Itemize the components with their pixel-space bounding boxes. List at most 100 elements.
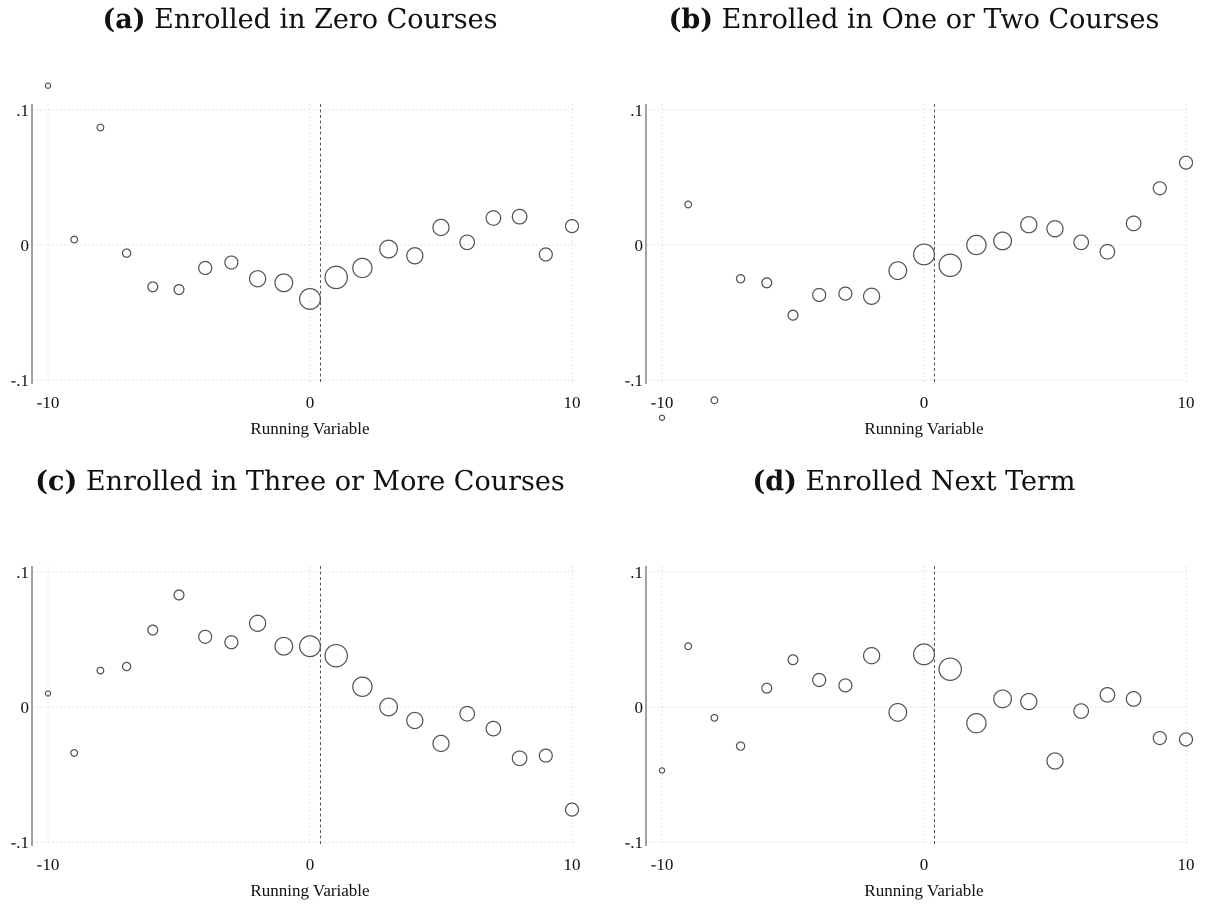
data-point: [70, 748, 79, 757]
y-tick-label: .1: [16, 101, 29, 120]
data-point: [70, 235, 79, 244]
data-point: [1099, 686, 1116, 703]
data-point: [379, 239, 399, 259]
data-point: [838, 678, 853, 693]
data-point: [459, 705, 476, 722]
x-axis-title: Running Variable: [250, 881, 369, 900]
x-tick-label: 10: [1178, 393, 1195, 412]
data-point: [913, 243, 935, 266]
y-tick-label: -.1: [625, 371, 643, 390]
chart-title: (b) Enrolled in One or Two Courses: [614, 4, 1214, 35]
data-point: [735, 274, 746, 284]
data-point: [684, 200, 693, 209]
y-tick-label: .1: [630, 101, 643, 120]
x-tick-label: 0: [306, 393, 315, 412]
chart-panel: (d) Enrolled Next Term -.1 0 .1 -10 0 10 Runnin…: [614, 462, 1214, 909]
data-point: [352, 676, 373, 697]
x-tick-label: -10: [651, 393, 674, 412]
scatter-plot: -.1 0 .1 -10 0 10 Running Variable: [11, 82, 581, 438]
x-tick-label: -10: [37, 393, 60, 412]
y-tick-label: -.1: [11, 371, 29, 390]
data-point: [1020, 216, 1038, 234]
panel-label: (c): [35, 466, 78, 497]
data-point: [379, 697, 399, 717]
data-point: [838, 286, 853, 301]
panel-label: (b): [668, 4, 714, 35]
data-point: [710, 713, 719, 722]
data-point: [324, 265, 348, 290]
data-point: [1099, 243, 1116, 260]
y-tick-label: .1: [16, 563, 29, 582]
data-point: [761, 682, 773, 694]
data-point: [538, 748, 553, 763]
scatter-plot: -.1 0 .1 -10 0 10 Running Variable: [11, 563, 581, 900]
data-point: [1046, 752, 1064, 770]
data-point: [862, 647, 881, 665]
x-tick-label: -10: [37, 855, 60, 874]
data-point: [406, 711, 424, 730]
x-axis-title: Running Variable: [864, 419, 983, 438]
data-point: [966, 234, 987, 256]
data-point: [173, 284, 185, 296]
data-point: [658, 414, 666, 421]
data-point: [432, 734, 450, 753]
data-point: [761, 277, 773, 289]
data-point: [44, 690, 52, 697]
data-point: [1125, 691, 1142, 707]
data-point: [564, 219, 580, 234]
data-point: [658, 767, 666, 774]
data-point: [432, 218, 450, 237]
data-point: [538, 247, 553, 262]
data-point: [147, 281, 159, 293]
y-tick-label: -.1: [11, 833, 29, 852]
x-tick-label: 10: [564, 393, 581, 412]
data-point: [1046, 220, 1064, 238]
data-point: [485, 210, 502, 226]
panel-label: (d): [752, 466, 797, 497]
data-point: [44, 82, 52, 89]
data-point: [1073, 234, 1090, 251]
x-tick-label: 0: [920, 393, 929, 412]
data-point: [1125, 215, 1142, 232]
x-axis-title: Running Variable: [864, 881, 983, 900]
data-point: [224, 635, 239, 650]
scatter-plot: -.1 0 .1 -10 0 10 Running Variable: [625, 101, 1195, 438]
x-tick-label: 10: [1178, 855, 1195, 874]
y-tick-label: -.1: [625, 833, 643, 852]
data-point: [96, 666, 105, 675]
data-point: [406, 247, 424, 265]
data-point: [147, 624, 159, 636]
data-point: [485, 720, 502, 737]
data-point: [938, 253, 962, 278]
data-point: [248, 270, 267, 288]
panel-title-text: Enrolled Next Term: [796, 466, 1076, 497]
data-point: [993, 689, 1013, 709]
chart-panel: (b) Enrolled in One or Two Courses -.1 0 .1…: [614, 0, 1214, 447]
data-point: [459, 234, 476, 251]
data-point: [96, 123, 105, 132]
y-tick-label: 0: [635, 698, 644, 717]
scatter-plot: -.1 0 .1 -10 0 10 Running Variable: [625, 563, 1195, 900]
data-point: [913, 643, 935, 666]
y-tick-label: 0: [635, 236, 644, 255]
y-tick-label: 0: [21, 236, 30, 255]
data-point: [299, 635, 321, 658]
x-tick-label: -10: [651, 855, 674, 874]
data-point: [121, 248, 132, 258]
data-point: [224, 255, 239, 270]
panel-title-text: Enrolled in Zero Courses: [145, 4, 498, 35]
data-point: [787, 654, 799, 666]
chart-panel: (c) Enrolled in Three or More Courses -.1…: [0, 462, 600, 909]
x-tick-label: 10: [564, 855, 581, 874]
data-point: [198, 629, 213, 644]
data-point: [274, 273, 294, 293]
data-point: [564, 802, 580, 817]
chart-title: (d) Enrolled Next Term: [614, 466, 1214, 497]
data-point: [198, 260, 213, 276]
data-point: [1152, 181, 1167, 196]
data-point: [787, 309, 799, 321]
data-point: [812, 287, 827, 303]
chart-panel: (a) Enrolled in Zero Courses -.1 0 .1 -10 0 10…: [0, 0, 600, 447]
x-tick-label: 0: [920, 855, 929, 874]
